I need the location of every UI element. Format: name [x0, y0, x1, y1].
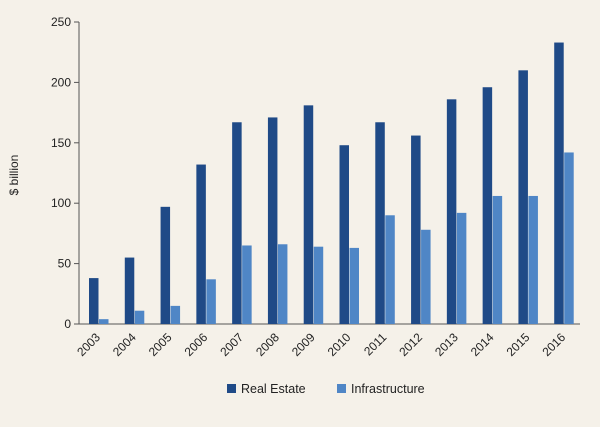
legend: Real Estate Infrastructure [227, 382, 425, 396]
x-tick-label: 2003 [74, 330, 103, 359]
x-tick-label: 2008 [253, 330, 282, 359]
x-tick-label: 2004 [110, 330, 139, 359]
bar-infrastructure [242, 245, 252, 324]
x-tick-label: 2013 [432, 330, 461, 359]
bar-real-estate [482, 87, 493, 325]
bar-real-estate [339, 145, 349, 324]
bar-real-estate [554, 42, 564, 324]
bar-infrastructure [170, 305, 181, 324]
x-tick-label: 2015 [504, 330, 533, 359]
bar-infrastructure [528, 195, 538, 324]
bar-infrastructure [564, 152, 574, 324]
legend-label: Real Estate [241, 382, 306, 396]
y-tick-label: 150 [51, 136, 71, 150]
bar-real-estate [232, 122, 242, 324]
bar-real-estate [375, 122, 385, 324]
x-tick-label: 2012 [396, 330, 425, 359]
bar-infrastructure [134, 310, 145, 324]
x-tick-label: 2007 [217, 330, 246, 359]
bar-infrastructure [313, 246, 324, 324]
legend-swatch [337, 384, 346, 393]
bar-real-estate [89, 278, 99, 324]
bars [89, 42, 574, 325]
y-tick-label: 100 [51, 196, 71, 210]
axes [78, 22, 580, 325]
bar-infrastructure [456, 212, 467, 324]
y-tick-label: 250 [51, 15, 71, 29]
bar-infrastructure [99, 319, 109, 324]
x-tick-label: 2010 [325, 330, 354, 359]
x-tick-label: 2009 [289, 330, 318, 359]
bar-infrastructure [492, 195, 503, 324]
y-axis-label: $ billion [7, 155, 21, 196]
x-tick-label: 2014 [468, 330, 497, 359]
bar-infrastructure [277, 244, 288, 324]
bar-infrastructure [206, 279, 216, 324]
x-tick-label: 2006 [182, 330, 211, 359]
bar-real-estate [411, 135, 421, 324]
bar-real-estate [518, 70, 528, 324]
bar-real-estate [446, 99, 457, 324]
bar-real-estate [196, 164, 206, 324]
bar-real-estate [124, 257, 135, 324]
bar-real-estate [160, 206, 171, 324]
legend-swatch [227, 384, 236, 393]
bar-infrastructure [421, 229, 431, 324]
x-tick-labels: 2003 2004 2005 2006 2007 2008 2009 2010 2011 2012… [74, 330, 568, 359]
x-tick-label: 2011 [361, 330, 389, 358]
x-tick-label: 2016 [539, 330, 568, 359]
bar-infrastructure [385, 215, 395, 324]
bar-real-estate [303, 105, 314, 325]
y-tick-label: 50 [58, 257, 72, 271]
x-tick-label: 2005 [146, 330, 175, 359]
bar-real-estate [267, 117, 278, 324]
y-tick-labels: 0 50 100 150 200 250 [51, 15, 79, 331]
y-axis-label-group: $ billion [7, 155, 21, 196]
y-tick-label: 0 [64, 317, 71, 331]
y-tick-label: 200 [51, 75, 71, 89]
legend-label: Infrastructure [351, 382, 425, 396]
bar-infrastructure [349, 247, 359, 324]
